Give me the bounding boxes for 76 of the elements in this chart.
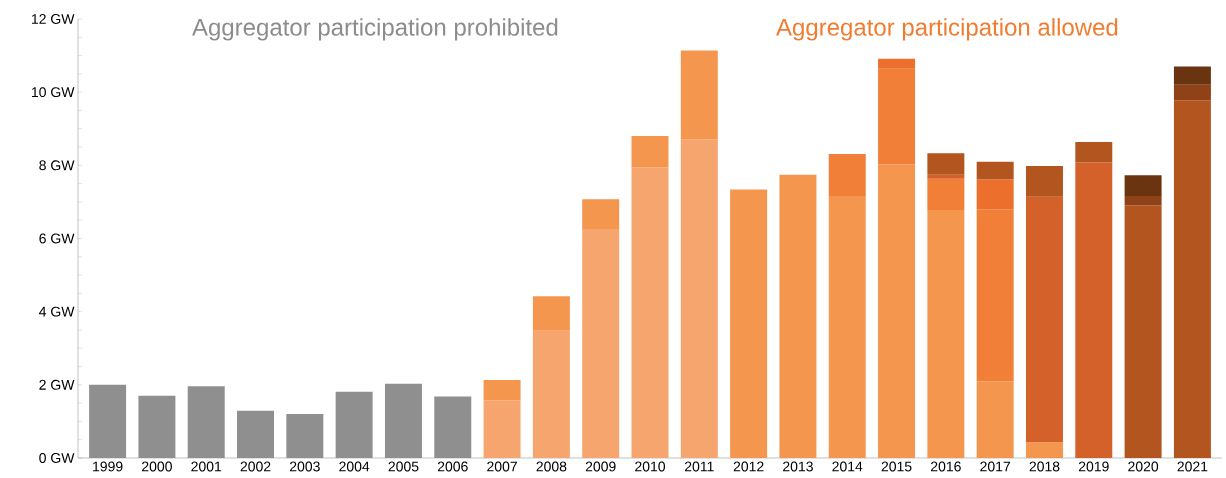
bar [384, 383, 422, 458]
x-tick-label: 2001 [191, 461, 222, 472]
bar [1124, 205, 1162, 458]
x-tick-label: 2021 [1177, 461, 1208, 472]
bar [1173, 84, 1211, 101]
bar [878, 164, 916, 458]
x-tick-label: 2019 [1078, 461, 1109, 472]
bar [976, 161, 1014, 180]
bar [927, 174, 965, 179]
bar [828, 196, 866, 458]
x-tick-label: 2010 [635, 461, 666, 472]
bar [335, 391, 373, 458]
x-tick-label: 2006 [437, 461, 468, 472]
bar [483, 400, 521, 458]
bar [1124, 196, 1162, 206]
x-tick-label: 2018 [1029, 461, 1060, 472]
y-tick-label: 4 GW [39, 306, 75, 317]
y-tick-label: 6 GW [39, 233, 75, 244]
bar [680, 139, 718, 458]
x-tick-label: 2008 [536, 461, 567, 472]
bar [1025, 442, 1063, 458]
bar [434, 396, 472, 458]
bar [1124, 175, 1162, 197]
bar [976, 381, 1014, 458]
x-tick-label: 2005 [388, 461, 419, 472]
bar [927, 178, 965, 210]
bar [1025, 196, 1063, 443]
bar [237, 410, 275, 458]
bar [1075, 141, 1113, 163]
bar [976, 179, 1014, 210]
bar [286, 414, 324, 458]
y-tick-label: 8 GW [39, 160, 75, 171]
bar [89, 384, 127, 458]
bar [138, 395, 176, 458]
y-tick-label: 0 GW [39, 453, 75, 463]
x-tick-label: 2000 [142, 461, 172, 472]
bar [582, 228, 620, 458]
bar [1025, 166, 1063, 197]
y-tick-label: 10 GW [31, 87, 75, 98]
bar [828, 153, 866, 197]
y-tick-label: 12 GW [31, 14, 75, 24]
bar [1075, 162, 1113, 458]
x-tick-label: 2009 [585, 461, 616, 472]
bar [483, 380, 521, 401]
annotation: Aggregator participation allowed [776, 18, 1118, 41]
x-tick-label: 2016 [931, 461, 961, 472]
bar [187, 386, 225, 458]
bar [779, 174, 817, 458]
bar [582, 199, 620, 229]
x-tick-label: 2003 [289, 461, 320, 472]
bar [1173, 100, 1211, 458]
x-tick-label: 2014 [832, 461, 863, 472]
bar [680, 50, 718, 140]
bar [532, 330, 570, 458]
x-tick-label: 2015 [881, 461, 912, 472]
bar [927, 153, 965, 175]
x-tick-label: 2004 [339, 461, 370, 472]
bar [976, 209, 1014, 382]
bar [631, 136, 669, 168]
bar [927, 209, 965, 458]
x-tick-label: 2020 [1128, 461, 1159, 472]
x-tick-label: 1999 [93, 461, 123, 472]
bar [730, 189, 768, 458]
x-tick-label: 2002 [240, 461, 271, 472]
x-tick-label: 2017 [980, 461, 1011, 472]
x-tick-label: 2007 [487, 461, 517, 472]
y-tick-label: 2 GW [39, 379, 75, 390]
bar [532, 296, 570, 331]
bar [1173, 66, 1211, 85]
annotation: Aggregator participation prohibited [192, 18, 558, 41]
x-tick-label: 2012 [733, 461, 764, 472]
bar [878, 68, 916, 165]
x-tick-label: 2013 [783, 461, 813, 472]
bar [631, 167, 669, 458]
x-tick-label: 2011 [684, 461, 714, 472]
bar [878, 58, 916, 69]
